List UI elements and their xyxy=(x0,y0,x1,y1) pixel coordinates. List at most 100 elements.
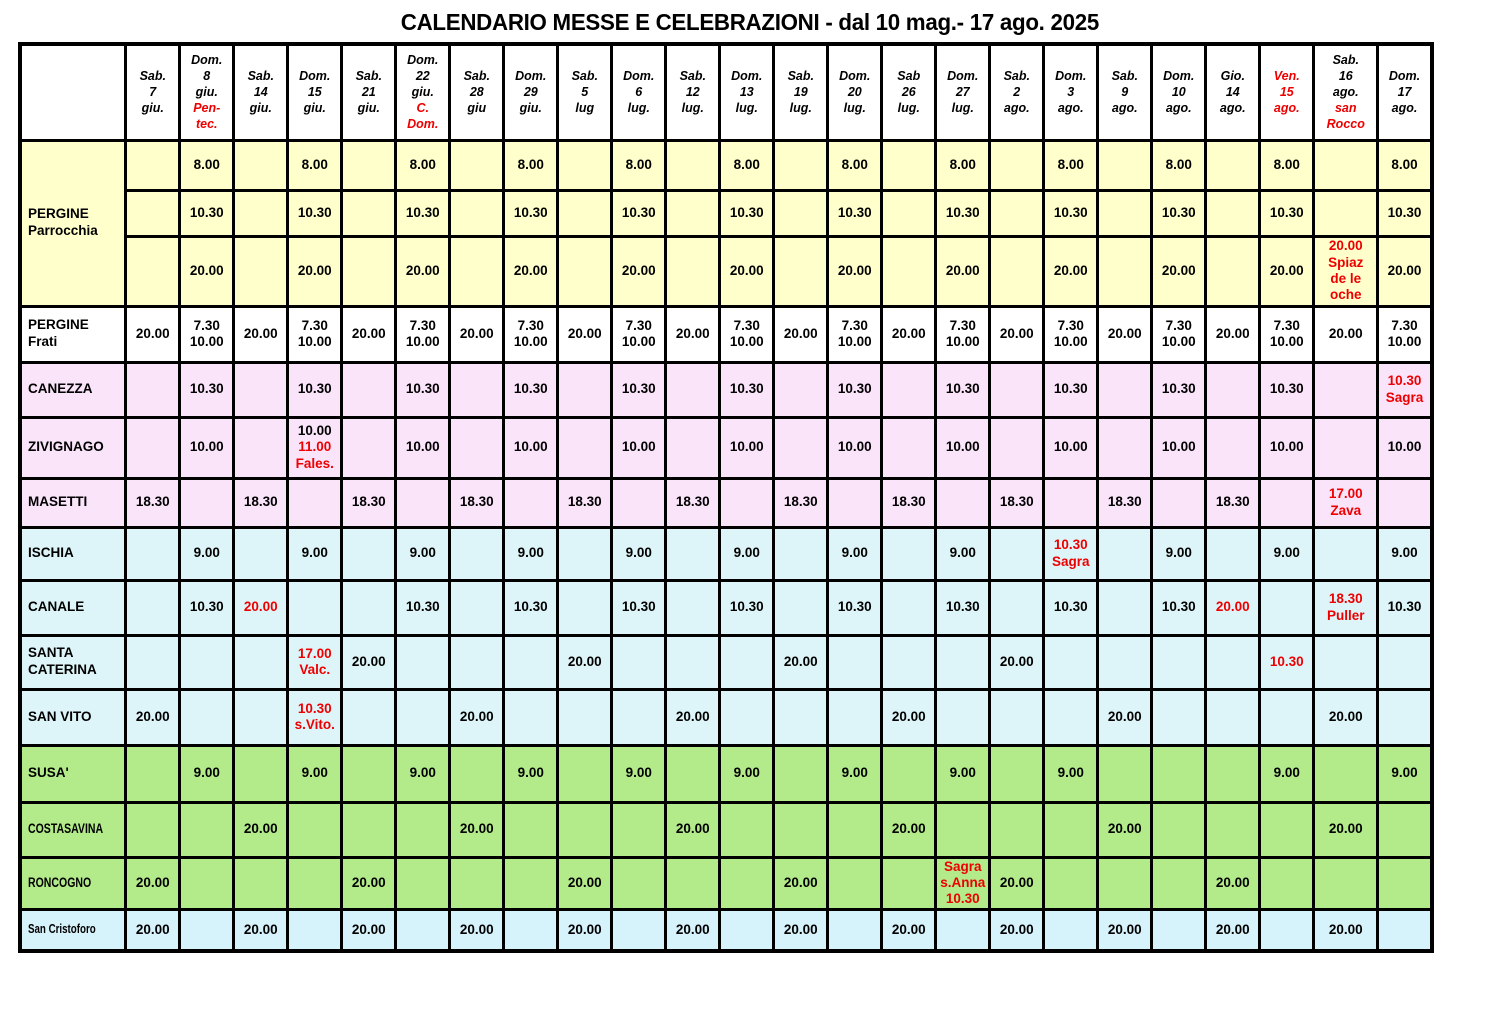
time-cell: 10.30 xyxy=(610,360,668,419)
text-line: 20.00 xyxy=(1387,262,1422,278)
time-cell: 20.00 xyxy=(556,304,614,364)
empty-cell xyxy=(340,800,398,859)
time-cell: 9.00 xyxy=(934,525,992,582)
text-line: 18.30 xyxy=(135,494,170,510)
empty-cell xyxy=(718,907,776,953)
row-label-text: SAN VITO xyxy=(28,708,92,724)
empty-cell xyxy=(340,743,398,804)
text-line: 20.00 xyxy=(783,874,818,890)
empty-cell xyxy=(826,633,884,691)
text-line: 10.30 xyxy=(297,204,332,220)
text-line: 6 xyxy=(635,85,643,100)
time-cell: 10.00 xyxy=(1258,415,1316,480)
empty-cell xyxy=(286,855,344,911)
time-cell: 18.30 xyxy=(1096,476,1154,529)
time-cell: 10.00 11.00 Fales. xyxy=(286,415,344,480)
text-line: 20.00 xyxy=(459,821,494,837)
empty-cell xyxy=(772,525,830,582)
empty-cell xyxy=(826,800,884,859)
time-cell: 10.30 xyxy=(610,188,668,238)
row-label: CANALE xyxy=(18,578,128,637)
date-header-cell-1: Dom. 8 giu. Pen-tec. xyxy=(178,42,236,142)
text-line: 20.00 xyxy=(1107,708,1142,724)
text-line: 20.00 xyxy=(351,874,386,890)
time-cell: 18.30 xyxy=(448,476,506,529)
date-header-cell-4: Sab. 21 giu. xyxy=(340,42,398,142)
time-cell: 9.00 xyxy=(1258,743,1316,804)
text-line: 10.00 xyxy=(1053,334,1088,349)
text-line: 12 xyxy=(685,85,700,100)
time-cell: 20.00 xyxy=(988,633,1046,691)
empty-cell xyxy=(556,578,614,637)
empty-cell xyxy=(448,578,506,637)
time-cell: 10.30 xyxy=(934,188,992,238)
time-cell: 7.30 10.00 xyxy=(610,304,668,364)
empty-cell xyxy=(610,633,668,691)
time-cell: 8.00 xyxy=(1042,138,1100,192)
text-line: 9.00 xyxy=(625,765,652,781)
empty-cell xyxy=(610,476,668,529)
text-line: 9.00 xyxy=(841,545,868,561)
empty-cell xyxy=(1042,800,1100,859)
row-label-text: CATERINA xyxy=(28,662,97,677)
time-cell: 20.00 xyxy=(1204,304,1262,364)
table-row: MASETTI 18.30 18.30 18.30 18.30 18.30 18.30 18.… xyxy=(18,476,1434,529)
time-cell: 20.00 xyxy=(880,687,938,747)
text-line: 18.30 xyxy=(1215,494,1250,510)
empty-cell xyxy=(664,578,722,637)
empty-cell xyxy=(1042,855,1100,911)
empty-cell xyxy=(1096,855,1154,911)
time-cell: 20.00 xyxy=(124,855,182,911)
empty-cell xyxy=(988,578,1046,637)
text-line: Sab. xyxy=(139,69,166,84)
text-line: Dom. xyxy=(515,69,547,84)
text-line: 7.30 xyxy=(301,317,328,333)
time-cell: 20.00 xyxy=(664,687,722,747)
text-line: Dom. xyxy=(623,69,655,84)
text-line: 20.00 xyxy=(891,708,926,724)
time-cell: 10.30 xyxy=(610,578,668,637)
text-line: 9.00 xyxy=(733,765,760,781)
empty-cell xyxy=(1258,800,1316,859)
time-cell: 9.00 xyxy=(826,743,884,804)
time-cell: 10.00 xyxy=(1376,415,1434,480)
empty-cell xyxy=(772,687,830,747)
empty-cell xyxy=(232,855,290,911)
text-line: 10.30 xyxy=(189,204,224,220)
table-row: COSTASAVINA 20.00 20.00 20.00 20.00 20.00 20.0… xyxy=(18,800,1434,859)
text-line: 20.00 xyxy=(243,325,278,341)
text-line: 20.00 xyxy=(837,262,872,278)
empty-cell xyxy=(1376,687,1434,747)
empty-cell xyxy=(1096,360,1154,419)
red-note-line: Zava xyxy=(1330,502,1362,518)
text-line: 8.00 xyxy=(625,156,652,172)
date-header-cell-11: Dom. 13 lug. xyxy=(718,42,776,142)
text-line: giu xyxy=(467,101,487,116)
time-cell: 10.30 xyxy=(502,578,560,637)
text-line: 9.00 xyxy=(193,545,220,561)
red-note-line: Dom. xyxy=(407,117,439,132)
red-note-line: Ven. xyxy=(1273,69,1300,84)
text-line: 10.00 xyxy=(729,439,764,455)
text-line: Sab. xyxy=(1111,69,1138,84)
empty-cell xyxy=(718,800,776,859)
empty-cell xyxy=(286,907,344,953)
text-line: 20.00 xyxy=(783,325,818,341)
text-line: 10.00 xyxy=(189,334,224,349)
red-note-line: ago. xyxy=(1273,101,1300,116)
table-row: 20.00 20.00 20.00 20.00 20.00 20.00 20.00 20.00… xyxy=(20,234,1434,308)
empty-cell xyxy=(340,578,398,637)
text-line: Dom. xyxy=(299,69,331,84)
time-cell: 10.30 xyxy=(718,188,776,238)
empty-cell xyxy=(1376,476,1434,529)
time-cell: 20.00 xyxy=(1096,687,1154,747)
text-line: 10.00 xyxy=(1161,334,1196,349)
empty-cell xyxy=(988,525,1046,582)
text-line: 20.00 xyxy=(1107,821,1142,837)
text-line: 20.00 xyxy=(459,921,494,937)
empty-cell xyxy=(934,907,992,953)
time-cell: 20.00 xyxy=(880,907,938,953)
time-cell: 10.30 xyxy=(286,360,344,419)
text-line: 20.00 xyxy=(567,325,602,341)
empty-cell xyxy=(1042,633,1100,691)
